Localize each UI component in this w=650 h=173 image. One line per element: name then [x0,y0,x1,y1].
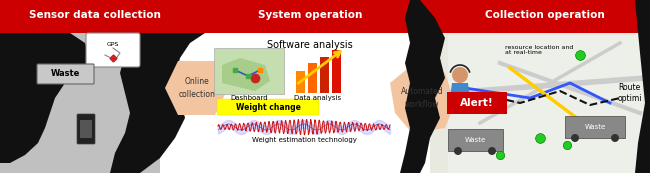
FancyBboxPatch shape [214,48,284,94]
Text: Collection operation: Collection operation [485,10,605,20]
Polygon shape [0,18,90,163]
FancyBboxPatch shape [332,50,341,93]
Text: Data analysis: Data analysis [294,95,341,101]
Text: Automated
workflow: Automated workflow [400,87,443,109]
FancyBboxPatch shape [77,114,95,144]
Text: Waste: Waste [584,124,606,130]
Polygon shape [400,0,445,173]
Polygon shape [430,0,650,173]
FancyBboxPatch shape [86,33,140,67]
FancyBboxPatch shape [448,129,503,151]
Circle shape [611,134,619,142]
Polygon shape [430,0,650,33]
Polygon shape [222,58,270,91]
Polygon shape [0,0,210,33]
FancyBboxPatch shape [296,71,305,93]
FancyBboxPatch shape [565,116,625,138]
Polygon shape [165,61,228,115]
FancyBboxPatch shape [320,57,329,93]
Text: System operation: System operation [258,10,362,20]
FancyBboxPatch shape [80,120,92,138]
FancyBboxPatch shape [217,99,319,115]
Text: Weight change: Weight change [235,102,300,112]
Circle shape [571,134,579,142]
Text: Route
optimi: Route optimi [618,83,642,103]
Text: Software analysis: Software analysis [267,40,353,50]
FancyBboxPatch shape [308,63,317,93]
Polygon shape [635,0,650,173]
Text: Sensor data collection: Sensor data collection [29,10,161,20]
FancyBboxPatch shape [448,35,643,173]
Text: GPS: GPS [107,42,119,47]
Text: resource location and
at real-time: resource location and at real-time [505,45,573,55]
Polygon shape [110,0,205,173]
Text: Alert!: Alert! [460,98,494,108]
Polygon shape [195,0,430,33]
Polygon shape [450,83,470,98]
Circle shape [452,67,468,83]
FancyBboxPatch shape [37,64,94,84]
Text: Waste: Waste [464,137,486,143]
Circle shape [488,147,496,155]
FancyBboxPatch shape [447,92,507,114]
Text: Online
collection: Online collection [179,77,215,99]
Text: Dashboard: Dashboard [230,95,268,101]
Text: Waste: Waste [50,70,80,79]
Polygon shape [390,65,455,133]
Polygon shape [160,0,430,173]
Circle shape [454,147,462,155]
Polygon shape [0,0,205,173]
Text: Weight estimation technology: Weight estimation technology [252,137,356,143]
